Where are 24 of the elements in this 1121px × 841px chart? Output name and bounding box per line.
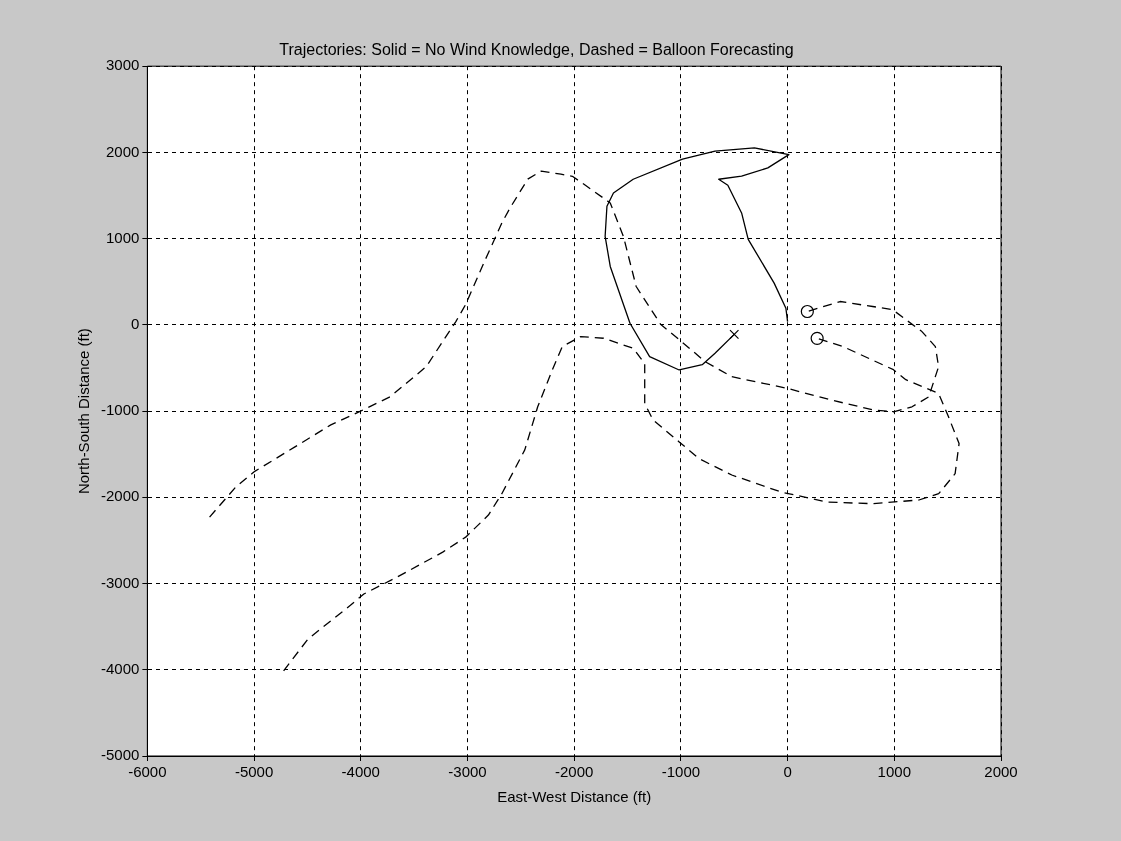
x-tick-label: -4000 [341, 763, 380, 781]
y-tick-label: 3000 [105, 56, 140, 74]
y-axis-title: North-South Distance (ft) [75, 328, 93, 495]
point [810, 331, 824, 345]
y-tick-label: 1000 [105, 228, 140, 246]
point [729, 329, 740, 340]
x-tick-label: 1000 [877, 763, 911, 781]
x-tick-label: 0 [783, 763, 792, 781]
x-tick-label: -5000 [234, 763, 274, 781]
x-tick-label: -1000 [661, 763, 701, 781]
x-tick-label: 2000 [984, 763, 1018, 781]
y-tick-label: 0 [131, 315, 140, 333]
point [800, 304, 814, 319]
x-axis-title: East-West Distance (ft) [497, 788, 652, 806]
x-tick-label: -3000 [448, 763, 487, 781]
y-tick-label: -3000 [100, 573, 140, 591]
x-tick-label: -6000 [128, 763, 167, 781]
chart-title: Trajectories: Solid = No Wind Knowledge, Dashed = Balloon Forecasting [279, 41, 794, 59]
x-tick-label: -2000 [554, 763, 594, 781]
y-tick-label: -1000 [100, 401, 140, 419]
y-tick-label: -5000 [100, 746, 140, 764]
y-tick-label: 2000 [105, 142, 140, 160]
y-tick-label: -4000 [100, 659, 140, 677]
y-tick-label: -2000 [100, 487, 140, 505]
